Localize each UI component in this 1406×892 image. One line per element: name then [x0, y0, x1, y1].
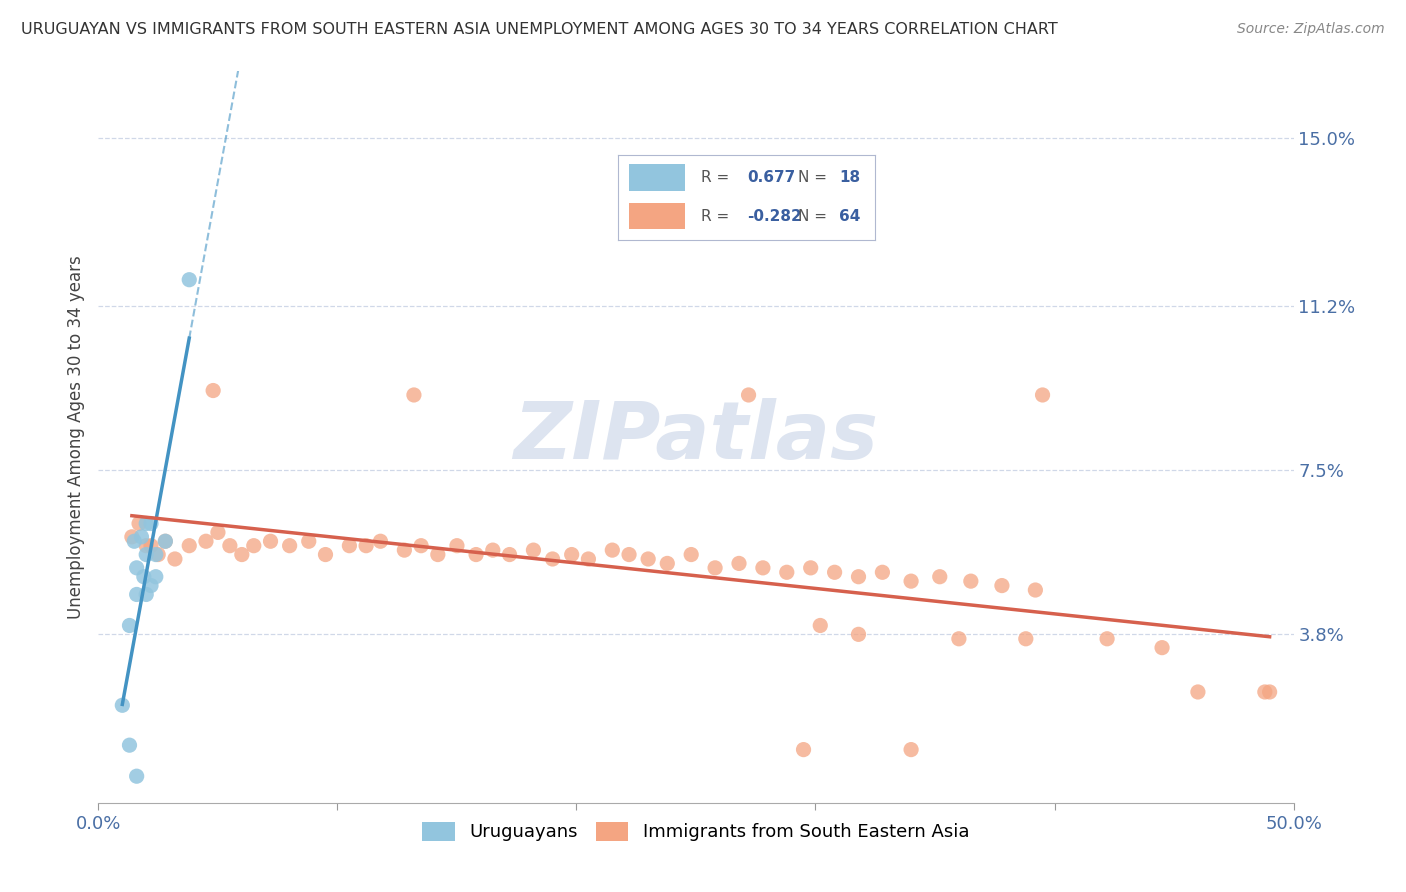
Point	[132, 570, 155, 584]
Point	[139, 539, 162, 553]
Point	[354, 539, 377, 553]
Point	[231, 548, 253, 562]
Point	[578, 552, 600, 566]
Text: URUGUAYAN VS IMMIGRANTS FROM SOUTH EASTERN ASIA UNEMPLOYMENT AMONG AGES 30 TO 34: URUGUAYAN VS IMMIGRANTS FROM SOUTH EASTE…	[21, 22, 1057, 37]
Point	[278, 539, 301, 553]
Point	[808, 618, 831, 632]
Text: ZIPatlas: ZIPatlas	[513, 398, 879, 476]
Point	[139, 578, 162, 592]
Point	[991, 578, 1014, 592]
Point	[1032, 388, 1054, 402]
Point	[848, 627, 870, 641]
Point	[681, 548, 703, 562]
Point	[195, 534, 218, 549]
Point	[1152, 640, 1174, 655]
Point	[125, 769, 148, 783]
Point	[928, 570, 950, 584]
Point	[135, 548, 157, 562]
Point	[602, 543, 624, 558]
Point	[135, 516, 157, 531]
Point	[243, 539, 266, 553]
Point	[948, 632, 970, 646]
Point	[426, 548, 449, 562]
Y-axis label: Unemployment Among Ages 30 to 34 years: Unemployment Among Ages 30 to 34 years	[66, 255, 84, 619]
Point	[179, 539, 201, 553]
Point	[111, 698, 134, 713]
Point	[900, 574, 922, 589]
Point	[498, 548, 520, 562]
Point	[1187, 685, 1209, 699]
Point	[145, 548, 167, 562]
Point	[411, 539, 433, 553]
Point	[465, 548, 488, 562]
Point	[960, 574, 983, 589]
Point	[800, 561, 823, 575]
Point	[737, 388, 759, 402]
Point	[1258, 685, 1281, 699]
Point	[522, 543, 544, 558]
Point	[155, 534, 177, 549]
Point	[561, 548, 583, 562]
Point	[370, 534, 392, 549]
Point	[298, 534, 321, 549]
Point	[824, 566, 846, 580]
Point	[179, 273, 201, 287]
Point	[135, 539, 157, 553]
Point	[145, 570, 167, 584]
Legend: Uruguayans, Immigrants from South Eastern Asia: Uruguayans, Immigrants from South Easter…	[415, 814, 977, 848]
Point	[125, 587, 148, 601]
Point	[848, 570, 870, 584]
Point	[637, 552, 659, 566]
Point	[219, 539, 242, 553]
Point	[128, 516, 150, 531]
Point	[541, 552, 564, 566]
Point	[118, 618, 141, 632]
Point	[121, 530, 143, 544]
Point	[163, 552, 186, 566]
Point	[1254, 685, 1277, 699]
Point	[139, 516, 162, 531]
Point	[446, 539, 468, 553]
Point	[315, 548, 337, 562]
Point	[394, 543, 416, 558]
Point	[148, 548, 170, 562]
Point	[752, 561, 775, 575]
Point	[872, 566, 894, 580]
Point	[124, 534, 146, 549]
Point	[900, 742, 922, 756]
Point	[481, 543, 505, 558]
Point	[657, 557, 679, 571]
Text: Source: ZipAtlas.com: Source: ZipAtlas.com	[1237, 22, 1385, 37]
Point	[776, 566, 799, 580]
Point	[704, 561, 727, 575]
Point	[402, 388, 425, 402]
Point	[131, 530, 153, 544]
Point	[1015, 632, 1038, 646]
Point	[125, 561, 148, 575]
Point	[339, 539, 361, 553]
Point	[617, 548, 640, 562]
Point	[135, 587, 157, 601]
Point	[1024, 582, 1046, 597]
Point	[259, 534, 281, 549]
Point	[1095, 632, 1118, 646]
Point	[207, 525, 229, 540]
Point	[728, 557, 751, 571]
Point	[202, 384, 225, 398]
Point	[155, 534, 177, 549]
Point	[793, 742, 815, 756]
Point	[118, 738, 141, 752]
